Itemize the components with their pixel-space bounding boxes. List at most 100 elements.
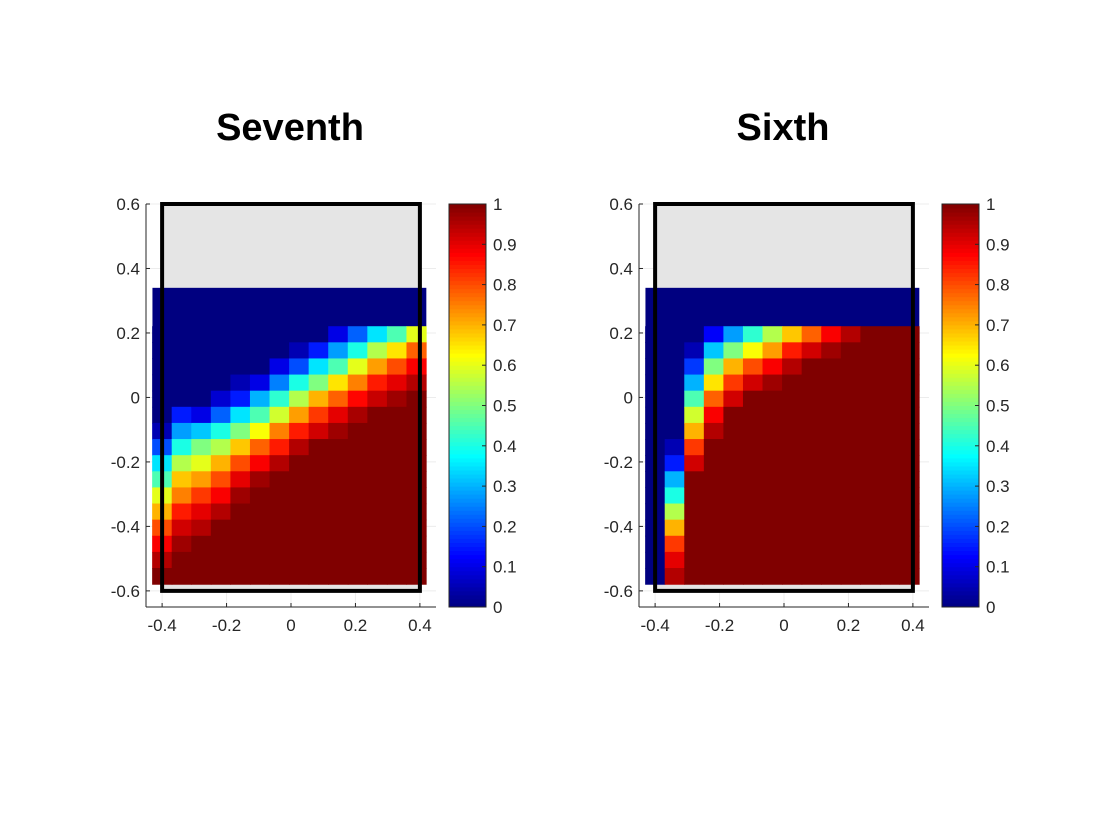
heatmap-cell xyxy=(210,374,231,392)
colorbar-segment xyxy=(449,224,486,229)
colorbar-segment xyxy=(449,566,486,572)
colorbar-segment xyxy=(449,594,486,600)
colorbar-segment xyxy=(449,381,486,386)
y-tick-label: -0.4 xyxy=(111,517,140,536)
heatmap-cell xyxy=(386,374,408,392)
heatmap-cell xyxy=(367,422,388,440)
colorbar-segment xyxy=(449,510,486,515)
colorbar-segment xyxy=(449,457,486,463)
heatmap-cell xyxy=(386,439,408,456)
heatmap-cell xyxy=(230,487,251,505)
heatmap-cell xyxy=(347,551,368,569)
heatmap-cell xyxy=(269,358,290,376)
y-tick-label: -0.2 xyxy=(111,453,140,472)
heatmap-cell xyxy=(269,439,290,456)
heatmap-cell xyxy=(249,422,271,440)
colorbar-segment xyxy=(449,397,486,402)
heatmap-cell xyxy=(367,551,388,569)
colorbar-segment xyxy=(449,345,486,350)
colorbar-segment xyxy=(449,413,486,419)
heatmap-cell xyxy=(210,439,231,456)
heatmap-cell xyxy=(210,406,231,424)
heatmap-cell xyxy=(308,326,329,343)
heatmap-cell xyxy=(269,455,290,472)
colorbar-tick-label: 1 xyxy=(493,195,502,214)
colorbar-segment xyxy=(449,361,486,366)
heatmap-cell xyxy=(367,342,388,360)
colorbar-segment xyxy=(449,409,486,415)
y-tick-label: 0.2 xyxy=(116,324,140,343)
heatmap-cell xyxy=(406,455,427,472)
heatmap-cell xyxy=(269,342,290,360)
colorbar-segment xyxy=(449,208,486,213)
colorbar-segment xyxy=(449,369,486,374)
colorbar-segment xyxy=(449,248,486,253)
colorbar-tick-label: 0.6 xyxy=(493,356,517,375)
heatmap-cell xyxy=(308,455,329,472)
heatmap-cell xyxy=(289,568,310,585)
colorbar-segment xyxy=(449,534,486,539)
heatmap-cell xyxy=(171,390,192,408)
heatmap-cell xyxy=(347,519,368,537)
colorbar-segment xyxy=(449,449,486,455)
colorbar-segment xyxy=(449,353,486,358)
heatmap-cell xyxy=(328,374,349,392)
heatmap-cell xyxy=(328,422,349,440)
colorbar-segment xyxy=(449,538,486,544)
colorbar-segment xyxy=(449,228,486,233)
colorbar-segment xyxy=(449,401,486,406)
heatmap-cell xyxy=(328,503,349,521)
heatmap-cell xyxy=(249,471,271,489)
heatmap-cell xyxy=(406,551,427,569)
heatmap-cell xyxy=(328,519,349,537)
heatmap-cell xyxy=(289,422,310,440)
colorbar-segment xyxy=(449,558,486,564)
heatmap-cell xyxy=(289,406,310,424)
heatmap-cell xyxy=(367,326,388,343)
heatmap-cell xyxy=(191,519,212,537)
heatmap-cell xyxy=(191,568,212,585)
heatmap-cell xyxy=(191,422,212,440)
heatmap-cell xyxy=(289,455,310,472)
heatmap-cell xyxy=(367,471,388,489)
heatmap-cell xyxy=(386,487,408,505)
colorbar-segment xyxy=(449,574,486,580)
heatmap-cell xyxy=(347,503,368,521)
heatmap-cell xyxy=(289,374,310,392)
colorbar-segment xyxy=(449,244,486,249)
heatmap-cell xyxy=(406,439,427,456)
colorbar-segment xyxy=(449,582,486,588)
chart-title-sixth: Sixth xyxy=(736,107,830,149)
heatmap-cell xyxy=(249,342,271,360)
heatmap-cell xyxy=(210,342,231,360)
heatmap-cell xyxy=(171,535,192,553)
colorbar-segment xyxy=(449,478,486,483)
heatmap-cell xyxy=(230,439,251,456)
heatmap-cell xyxy=(406,568,427,585)
colorbar-segment xyxy=(449,385,486,390)
colorbar-segment xyxy=(449,204,486,209)
x-tick-label: -0.2 xyxy=(212,616,241,635)
heatmap-cell xyxy=(328,568,349,585)
colorbar-segment xyxy=(449,469,486,475)
heatmap-cell xyxy=(308,358,329,376)
colorbar-segment xyxy=(449,272,486,278)
heatmap-cell xyxy=(386,326,408,343)
colorbar-segment xyxy=(449,349,486,354)
heatmap-cell xyxy=(328,406,349,424)
colorbar-segment xyxy=(449,240,486,245)
heatmap-cell xyxy=(308,439,329,456)
heatmap-band xyxy=(152,287,427,327)
heatmap-cell xyxy=(406,519,427,537)
heatmap-cell xyxy=(328,439,349,456)
heatmap-cell xyxy=(269,551,290,569)
heatmap-cell xyxy=(210,568,231,585)
colorbar-segment xyxy=(449,373,486,378)
heatmap-cell xyxy=(210,455,231,472)
heatmap-cell xyxy=(347,439,368,456)
heatmap-cell xyxy=(230,326,251,343)
heatmap-cell xyxy=(386,551,408,569)
heatmap-cell xyxy=(406,471,427,489)
heatmap-cell xyxy=(347,326,368,343)
heatmap-cell xyxy=(367,535,388,553)
